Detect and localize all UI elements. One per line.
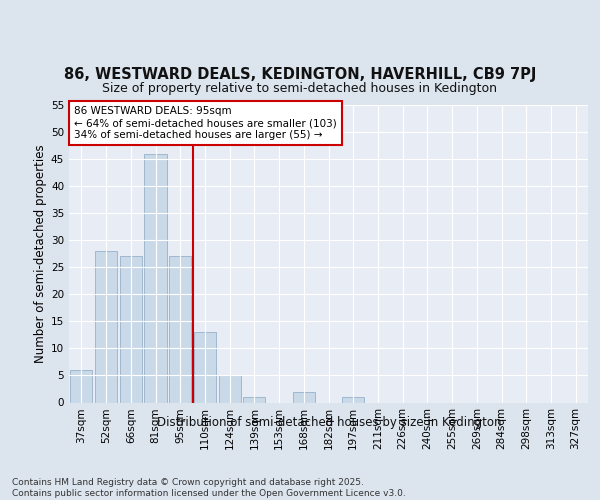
Bar	[145, 154, 167, 402]
Bar	[70, 370, 92, 402]
Bar	[243, 397, 265, 402]
Bar	[95, 251, 117, 402]
Text: Size of property relative to semi-detached houses in Kedington: Size of property relative to semi-detach…	[103, 82, 497, 95]
Bar	[218, 376, 241, 402]
Bar	[119, 256, 142, 402]
Bar	[194, 332, 216, 402]
Y-axis label: Number of semi-detached properties: Number of semi-detached properties	[34, 144, 47, 363]
Text: 86 WESTWARD DEALS: 95sqm
← 64% of semi-detached houses are smaller (103)
34% of : 86 WESTWARD DEALS: 95sqm ← 64% of semi-d…	[74, 106, 337, 140]
Bar	[169, 256, 191, 402]
Bar	[293, 392, 315, 402]
Text: Distribution of semi-detached houses by size in Kedington: Distribution of semi-detached houses by …	[157, 416, 501, 429]
Text: Contains HM Land Registry data © Crown copyright and database right 2025.
Contai: Contains HM Land Registry data © Crown c…	[12, 478, 406, 498]
Text: 86, WESTWARD DEALS, KEDINGTON, HAVERHILL, CB9 7PJ: 86, WESTWARD DEALS, KEDINGTON, HAVERHILL…	[64, 68, 536, 82]
Bar	[342, 397, 364, 402]
